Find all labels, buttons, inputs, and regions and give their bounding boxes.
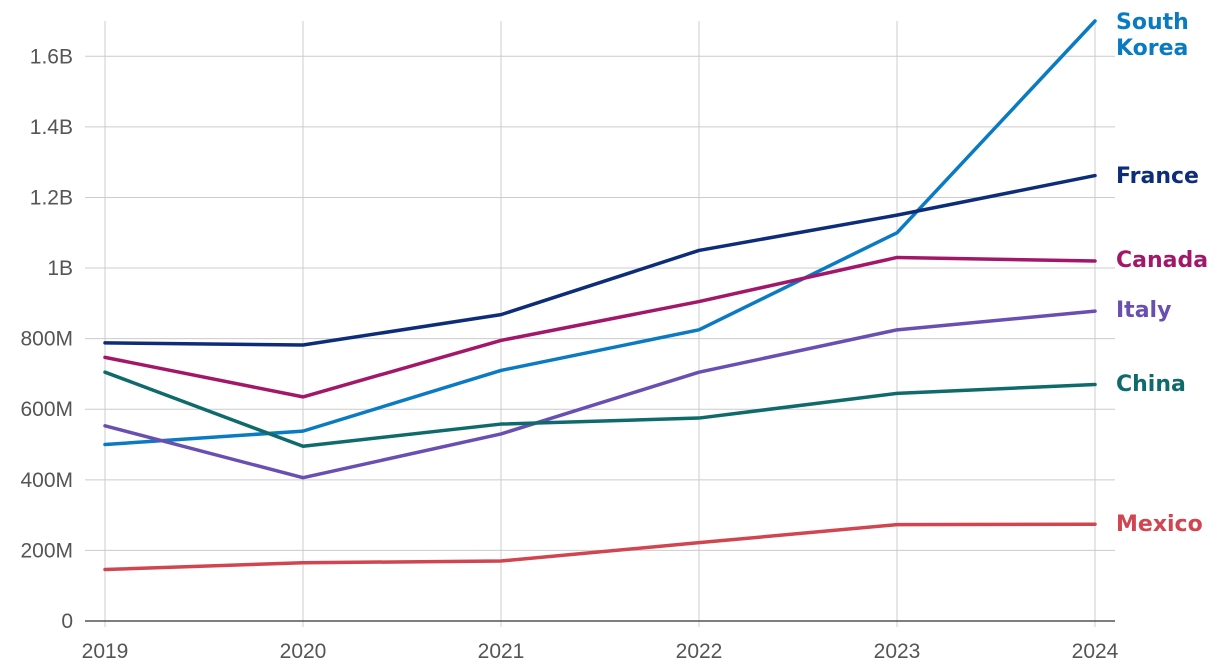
series-line-italy (103, 309, 1097, 480)
x-tick-label: 2019 (82, 640, 129, 663)
y-tick-label: 800M (20, 328, 73, 351)
series-label-mexico: Mexico (1116, 512, 1203, 537)
series-label-italy: Italy (1116, 298, 1171, 323)
y-tick-label: 0 (61, 610, 73, 633)
y-tick-label: 600M (20, 398, 73, 421)
series-label-france: France (1116, 164, 1199, 189)
y-tick-label: 1.4B (30, 116, 73, 139)
series-label-south-korea: South (1116, 10, 1189, 35)
x-tick-label: 2021 (478, 640, 525, 663)
gridlines (85, 21, 1115, 627)
series-label-canada: Canada (1116, 248, 1208, 273)
series-label-south-korea: Korea (1116, 36, 1188, 61)
series-line-china (103, 370, 1097, 449)
series-line-south-korea (103, 19, 1097, 447)
y-tick-label: 1.2B (30, 186, 73, 209)
x-tick-label: 2020 (280, 640, 327, 663)
x-axis-ticks: 2019 2020 2021 2022 2023 2024 (82, 640, 1119, 663)
y-axis-ticks: 0 200M 400M 600M 800M 1B 1.2B 1.4B 1.6B (20, 45, 73, 633)
series-line-canada (103, 255, 1097, 399)
y-tick-label: 400M (20, 469, 73, 492)
series-lines (103, 19, 1097, 572)
series-line-france (103, 173, 1097, 347)
x-tick-label: 2022 (676, 640, 723, 663)
y-tick-label: 200M (20, 539, 73, 562)
y-tick-label: 1B (47, 257, 73, 280)
x-tick-label: 2023 (874, 640, 921, 663)
x-tick-label: 2024 (1072, 640, 1119, 663)
y-tick-label: 1.6B (30, 45, 73, 68)
series-line-mexico (103, 522, 1097, 572)
series-label-china: China (1116, 372, 1186, 397)
